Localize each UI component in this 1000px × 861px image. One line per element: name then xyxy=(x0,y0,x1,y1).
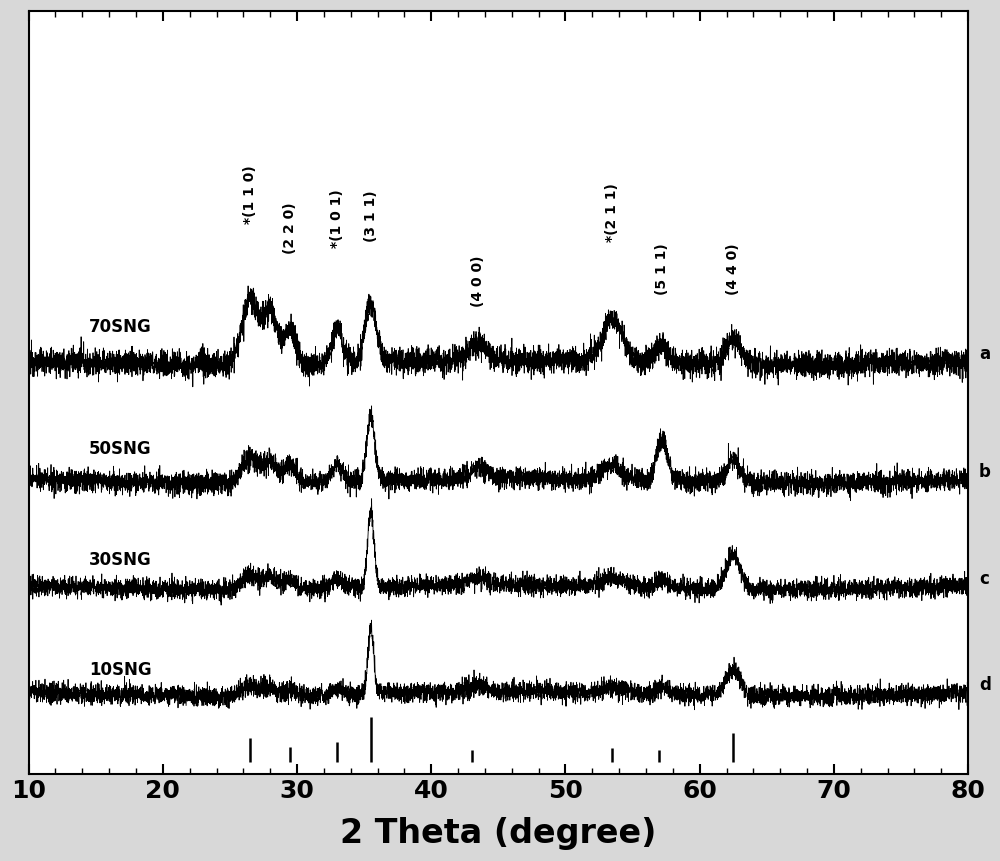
Text: *(1 0 1): *(1 0 1) xyxy=(330,189,344,248)
Text: *(1 1 0): *(1 1 0) xyxy=(243,165,257,224)
Text: b: b xyxy=(979,463,991,481)
Text: a: a xyxy=(979,345,990,363)
Text: 10SNG: 10SNG xyxy=(89,661,152,679)
Text: (5 1 1): (5 1 1) xyxy=(655,244,669,295)
X-axis label: 2 Theta (degree): 2 Theta (degree) xyxy=(340,817,657,850)
Text: c: c xyxy=(979,570,989,588)
Text: (3 1 1): (3 1 1) xyxy=(364,190,378,242)
Text: d: d xyxy=(979,677,991,695)
Text: (4 0 0): (4 0 0) xyxy=(471,256,485,307)
Text: (2 2 0): (2 2 0) xyxy=(283,202,297,254)
Text: 50SNG: 50SNG xyxy=(89,440,152,458)
Text: 70SNG: 70SNG xyxy=(89,319,152,337)
Text: 30SNG: 30SNG xyxy=(89,552,152,569)
Text: (4 4 0): (4 4 0) xyxy=(726,244,740,295)
Text: *(2 1 1): *(2 1 1) xyxy=(605,183,619,242)
